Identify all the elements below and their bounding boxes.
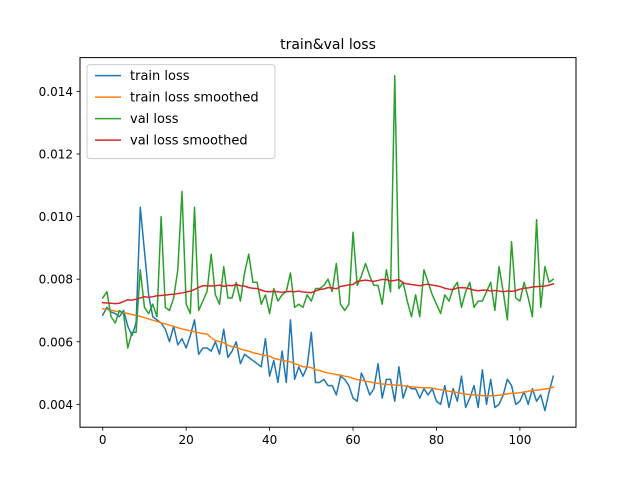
x-tick-label: 20: [179, 433, 194, 447]
series-layer: [101, 75, 555, 412]
series-line-train-loss-smoothed: [101, 308, 555, 397]
x-tick-label: 40: [262, 433, 277, 447]
legend-label: val loss smoothed: [130, 134, 248, 149]
legend-label: val loss: [130, 112, 179, 127]
y-tick-label: 0.004: [39, 398, 73, 412]
legend-label: train loss: [130, 69, 190, 84]
y-tick-label: 0.006: [39, 335, 73, 349]
series-line-train-loss: [101, 206, 555, 412]
y-tick-label: 0.008: [39, 273, 73, 287]
axes-frame: [79, 57, 577, 428]
y-tick-label: 0.012: [39, 147, 73, 161]
x-tick-label: 0: [99, 433, 107, 447]
y-axis: 0.004 0.006 0.008 0.010 0.012 0.014: [39, 85, 80, 412]
x-tick-label: 80: [429, 433, 444, 447]
x-tick-label: 100: [508, 433, 531, 447]
series-line-val-loss: [101, 75, 555, 349]
series-line-val-loss-smoothed: [101, 278, 555, 305]
legend: train loss train loss smoothed val loss val…: [86, 64, 276, 160]
chart-title: train&val loss: [280, 37, 376, 53]
legend-box: [86, 64, 276, 160]
y-tick-label: 0.014: [39, 85, 73, 99]
y-tick-label: 0.010: [39, 210, 73, 224]
legend-label: train loss smoothed: [130, 91, 259, 106]
x-axis: 0 20 40 60 80 100: [99, 427, 531, 447]
x-tick-label: 60: [345, 433, 360, 447]
